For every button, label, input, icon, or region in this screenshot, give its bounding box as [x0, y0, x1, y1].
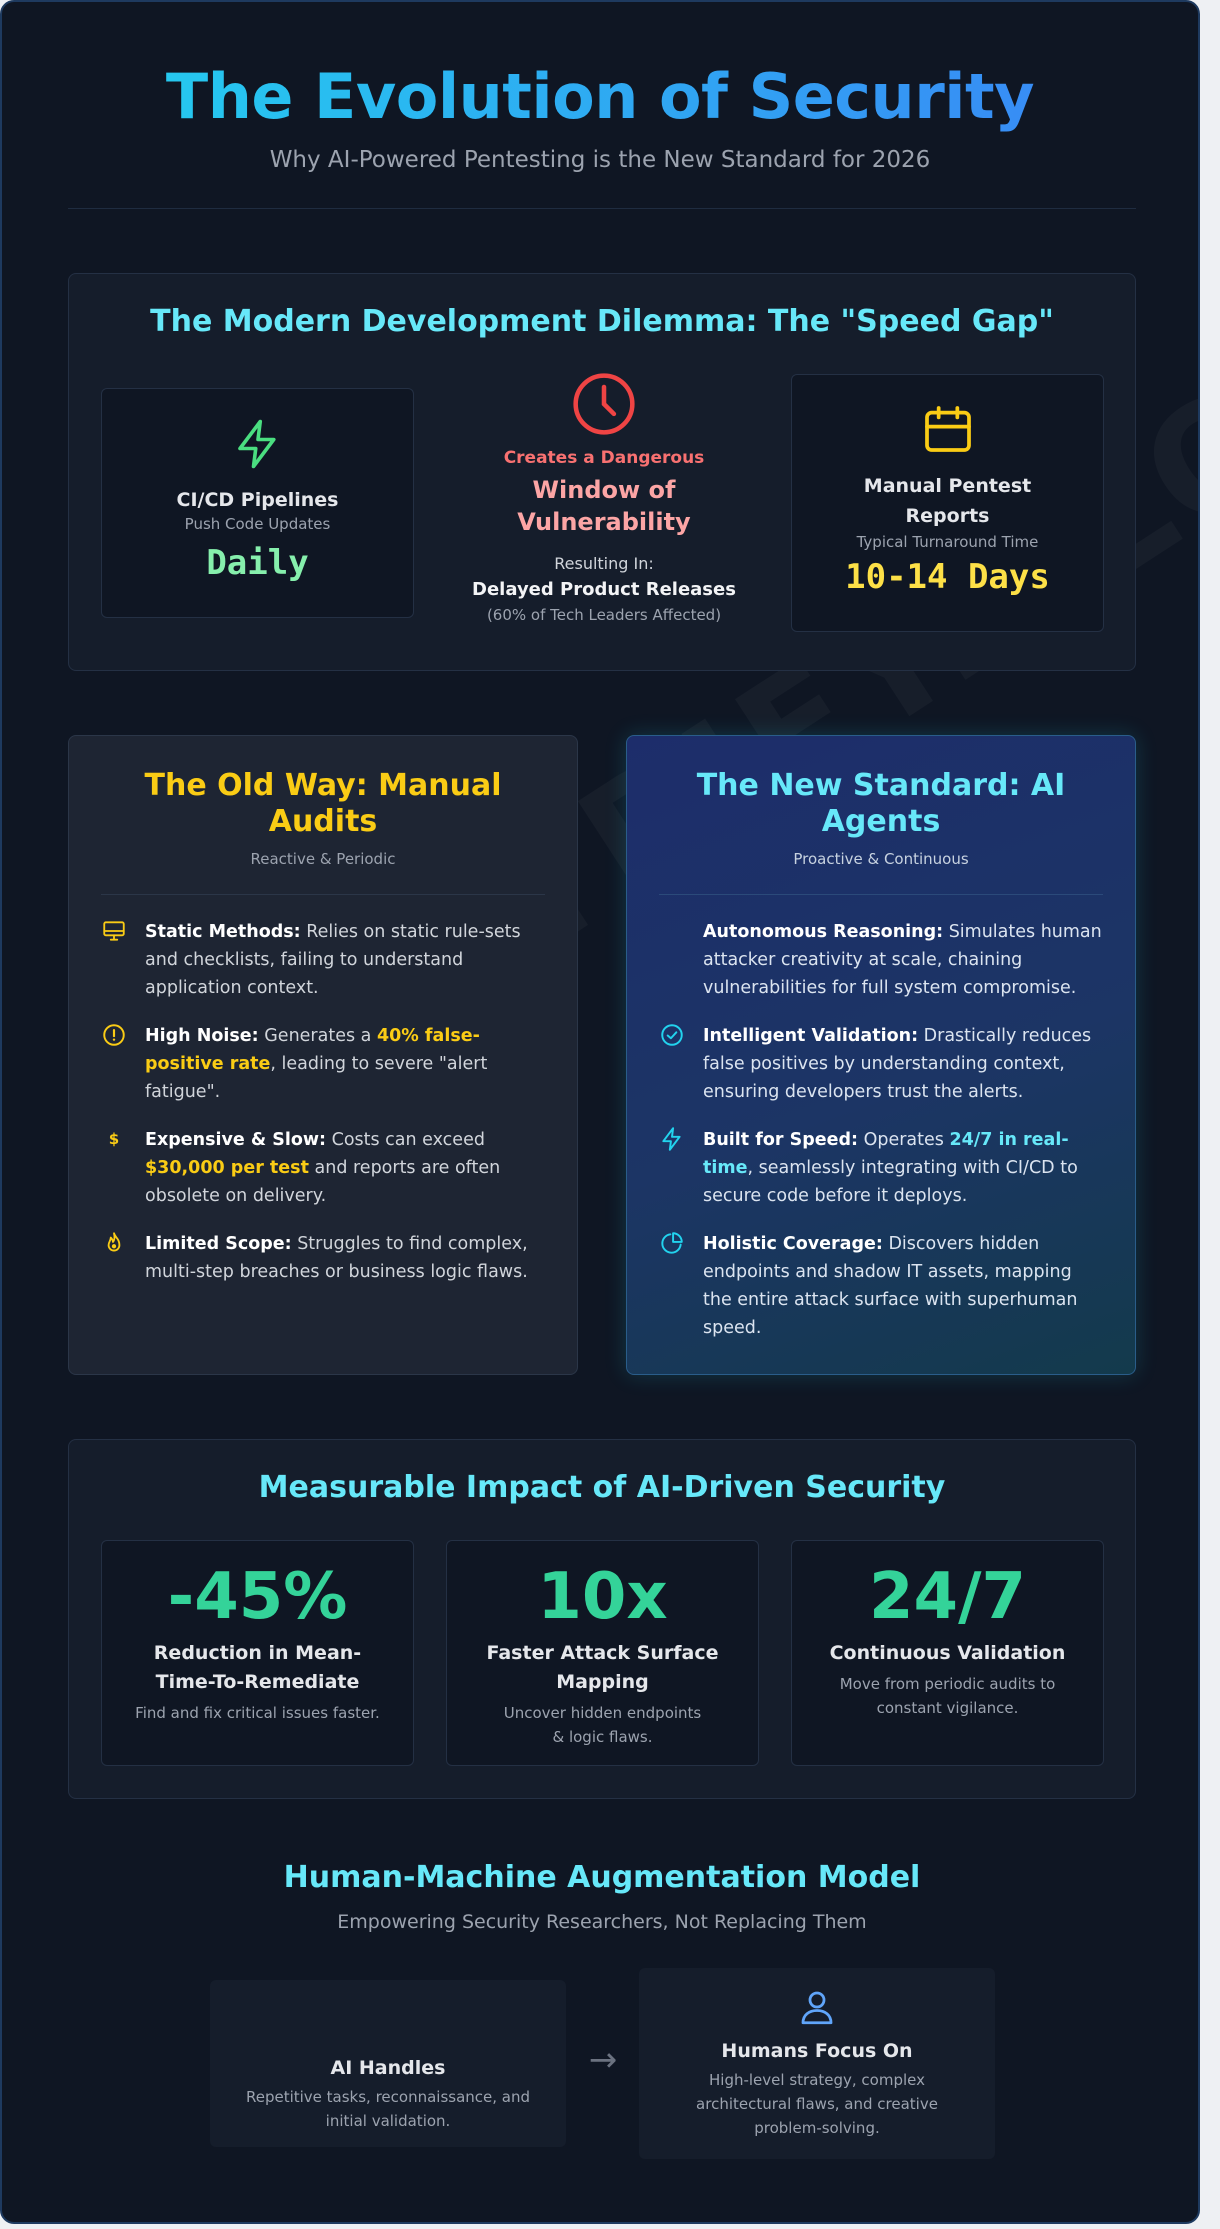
divider — [659, 894, 1103, 895]
dilemma-panel: The Modern Development Dilemma: The "Spe… — [68, 273, 1136, 671]
item-highlight: $30,000 per test — [145, 1158, 309, 1178]
item-text: Operates — [858, 1130, 950, 1150]
vulnerability-window: Creates a Dangerous Window of Vulnerabil… — [439, 370, 769, 624]
ai-handles-title: AI Handles — [330, 2057, 446, 2079]
list-item: Holistic Coverage: Discovers hidden endp… — [659, 1230, 1105, 1342]
item-bold: Static Methods: — [145, 922, 301, 942]
new-way-tagline: Proactive & Continuous — [793, 850, 969, 868]
lightning-icon — [237, 419, 276, 469]
manual-report-title: Manual Pentest Reports — [863, 475, 1032, 527]
monitor-icon — [103, 921, 125, 941]
stat-label: Reduction in Mean-Time-To-Remediate — [153, 1642, 362, 1693]
stat-card: 10x Faster Attack Surface Mapping Uncove… — [446, 1540, 759, 1766]
old-way-tagline: Reactive & Periodic — [250, 850, 396, 868]
humans-focus-title: Humans Focus On — [721, 2040, 913, 2062]
item-bold: Limited Scope: — [145, 1234, 292, 1254]
cicd-title: CI/CD Pipelines — [176, 489, 339, 511]
danger-kicker: Creates a Dangerous — [503, 448, 705, 468]
clock-icon — [573, 373, 635, 435]
new-way-panel: The New Standard: AI Agents Proactive & … — [626, 735, 1136, 1375]
list-item: Static Methods: Relies on static rule-se… — [101, 918, 547, 1002]
stat-desc: Uncover hidden endpoints & logic flaws. — [503, 1704, 702, 1746]
item-text: , seamlessly integrating with CI/CD to s… — [703, 1158, 1078, 1206]
augmentation-subtitle: Empowering Security Researchers, Not Rep… — [337, 1911, 867, 1933]
dollar-icon: $ — [108, 1130, 120, 1148]
dilemma-title: The Modern Development Dilemma: The "Spe… — [150, 304, 1054, 339]
stat-label: Continuous Validation — [829, 1642, 1066, 1664]
list-item: Intelligent Validation: Drastically redu… — [659, 1022, 1105, 1106]
item-highlight: 40% false-positive rate — [145, 1026, 480, 1074]
calendar-icon — [924, 406, 971, 452]
humans-focus-card: Humans Focus On High-level strategy, com… — [639, 1968, 995, 2159]
item-highlight: 24/7 in real-time — [703, 1130, 1069, 1178]
impact-panel: Measurable Impact of AI-Driven Security … — [68, 1439, 1136, 1799]
item-text: Generates a — [258, 1026, 377, 1046]
ai-handles-card: AI Handles Repetitive tasks, reconnaissa… — [210, 1980, 566, 2147]
cicd-value: Daily — [206, 543, 309, 583]
lightning-icon — [662, 1127, 681, 1151]
item-bold: Built for Speed: — [703, 1130, 859, 1150]
cicd-card: CI/CD Pipelines Push Code Updates Daily — [101, 388, 414, 618]
cicd-caption: Push Code Updates — [184, 515, 331, 533]
stat-label: Faster Attack Surface Mapping — [486, 1642, 719, 1693]
header: The Evolution of Security Why AI-Powered… — [2, 2, 1198, 173]
page-subtitle: Why AI-Powered Pentesting is the New Sta… — [269, 147, 931, 173]
item-bold: Intelligent Validation: — [703, 1026, 919, 1046]
list-item: Autonomous Reasoning: Simulates human at… — [659, 918, 1105, 1002]
danger-headline: Window of Vulnerability — [517, 476, 691, 536]
item-text: Drastically reduces false positives by u… — [703, 1026, 1092, 1102]
result-value: Delayed Product Releases — [472, 579, 736, 600]
stat-value: -45% — [167, 1560, 348, 1634]
item-text: Simulates human attacker creativity at s… — [703, 922, 1102, 998]
augmentation-title: Human-Machine Augmentation Model — [283, 1860, 921, 1895]
page-title: The Evolution of Security — [2, 60, 1198, 133]
augmentation-section: Human-Machine Augmentation Model Empower… — [68, 1860, 1136, 1933]
item-bold: Holistic Coverage: — [703, 1234, 883, 1254]
old-way-title: The Old Way: Manual Audits — [144, 768, 502, 839]
item-bold: Expensive & Slow: — [145, 1130, 327, 1150]
item-bold: Autonomous Reasoning: — [703, 922, 944, 942]
flame-icon — [107, 1232, 121, 1252]
list-item: $ Expensive & Slow: Costs can exceed $30… — [101, 1126, 547, 1210]
item-text: , leading to severe "alert fatigue". — [145, 1054, 488, 1102]
list-item: Limited Scope: Struggles to find complex… — [101, 1230, 547, 1286]
humans-focus-desc: High-level strategy, complex architectur… — [696, 2071, 938, 2137]
alert-circle-icon — [103, 1024, 125, 1046]
stat-card: -45% Reduction in Mean-Time-To-Remediate… — [101, 1540, 414, 1766]
stat-card: 24/7 Continuous Validation Move from per… — [791, 1540, 1104, 1766]
result-label: Resulting In: — [554, 554, 654, 573]
arrow-icon: → — [588, 2040, 618, 2080]
pie-chart-icon — [661, 1232, 683, 1254]
item-bold: High Noise: — [145, 1026, 259, 1046]
stat-value: 10x — [537, 1560, 668, 1634]
item-text: Struggles to find complex, multi-step br… — [145, 1234, 528, 1282]
result-note: (60% of Tech Leaders Affected) — [486, 606, 722, 624]
stat-desc: Find and fix critical issues faster. — [135, 1704, 380, 1722]
divider — [101, 894, 545, 895]
manual-report-value: 10-14 Days — [845, 557, 1050, 597]
impact-title: Measurable Impact of AI-Driven Security — [258, 1470, 946, 1505]
user-icon — [801, 1991, 833, 2025]
ai-handles-desc: Repetitive tasks, reconnaissance, and in… — [245, 2088, 531, 2130]
list-item: Built for Speed: Operates 24/7 in real-t… — [659, 1126, 1105, 1210]
item-text: Relies on static rule-sets and checklist… — [145, 922, 521, 998]
manual-report-card: Manual Pentest Reports Typical Turnaroun… — [791, 374, 1104, 632]
old-way-panel: The Old Way: Manual Audits Reactive & Pe… — [68, 735, 578, 1375]
stat-value: 24/7 — [869, 1560, 1026, 1634]
manual-report-caption: Typical Turnaround Time — [856, 533, 1039, 551]
new-way-title: The New Standard: AI Agents — [696, 768, 1066, 839]
stat-desc: Move from periodic audits to constant vi… — [839, 1675, 1056, 1717]
item-text: and reports are often obsolete on delive… — [145, 1158, 501, 1206]
item-text: Costs can exceed — [326, 1130, 485, 1150]
list-item: High Noise: Generates a 40% false-positi… — [101, 1022, 547, 1106]
check-circle-icon — [661, 1024, 683, 1046]
item-text: Discovers hidden endpoints and shadow IT… — [703, 1234, 1078, 1338]
divider — [68, 208, 1136, 209]
